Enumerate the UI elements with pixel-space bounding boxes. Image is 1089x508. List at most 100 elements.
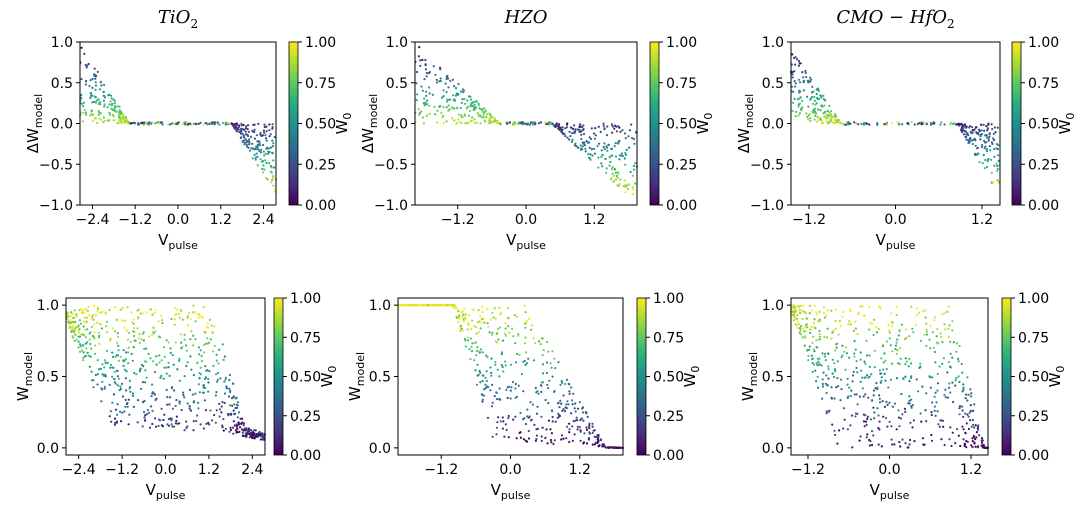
colorbar-tick-label: 1.00 [653, 291, 684, 307]
data-point [849, 310, 852, 313]
data-point [557, 416, 560, 419]
data-point [446, 98, 449, 101]
data-point [143, 411, 146, 414]
data-point [512, 335, 515, 338]
y-tick-label: −1.0 [39, 198, 73, 214]
data-point [432, 65, 435, 68]
data-point [75, 316, 78, 319]
data-point [825, 391, 828, 395]
data-point [802, 304, 805, 308]
data-point [580, 133, 583, 136]
data-point [517, 334, 520, 337]
data-point [964, 135, 968, 139]
data-point [114, 106, 117, 109]
data-point [129, 386, 132, 389]
data-point [805, 323, 808, 326]
data-point [253, 137, 256, 140]
data-point [597, 435, 600, 438]
x-tick-label: −1.2 [424, 462, 458, 478]
data-point [180, 341, 183, 344]
data-point [175, 308, 179, 311]
data-point [118, 109, 121, 112]
axes-frame [65, 297, 266, 456]
data-point [235, 425, 238, 428]
data-point [874, 387, 877, 390]
data-point [487, 325, 490, 328]
data-point [957, 357, 960, 360]
data-point [597, 433, 600, 437]
data-point [111, 401, 114, 404]
data-point [915, 307, 919, 310]
data-point [611, 172, 614, 175]
data-point [150, 405, 153, 408]
data-point [848, 320, 851, 323]
data-point [436, 121, 439, 124]
data-point [174, 122, 177, 126]
data-point [851, 374, 855, 377]
data-point [562, 437, 565, 440]
data-point [82, 325, 85, 328]
data-point [527, 429, 530, 433]
data-point [125, 118, 128, 121]
y-tick-label: 0.0 [51, 117, 73, 133]
data-point [933, 316, 937, 319]
data-point [525, 319, 528, 323]
y-tick-label: 1.0 [369, 298, 391, 314]
data-point [241, 132, 244, 135]
data-point [163, 413, 166, 416]
data-point [536, 390, 539, 393]
data-point [843, 350, 846, 353]
data-point [477, 102, 480, 105]
data-point [121, 119, 124, 122]
data-point [445, 120, 448, 123]
data-point [974, 144, 977, 147]
data-point [817, 118, 821, 121]
data-point [624, 185, 627, 188]
data-point [102, 94, 105, 97]
data-point [147, 123, 150, 126]
data-point [148, 335, 151, 338]
data-point [176, 368, 179, 371]
data-point [95, 75, 98, 78]
data-point [72, 320, 75, 323]
data-point [993, 164, 996, 167]
data-point [996, 169, 999, 172]
data-point [114, 408, 118, 411]
data-point [121, 116, 124, 119]
data-point [185, 349, 188, 352]
data-point [423, 97, 426, 100]
data-point [475, 100, 478, 103]
data-point [81, 349, 84, 352]
y-tick-label: 0.5 [51, 76, 73, 92]
data-point [123, 319, 126, 322]
data-point [427, 72, 430, 75]
data-point [454, 87, 458, 90]
data-point [514, 382, 517, 386]
data-point [963, 442, 966, 445]
data-point [542, 349, 545, 352]
data-point [256, 434, 259, 437]
x-tick-label: 2.4 [241, 462, 263, 478]
data-point [970, 425, 973, 428]
data-point [815, 339, 818, 342]
data-point [916, 122, 920, 126]
data-point [116, 105, 119, 108]
data-point [142, 331, 145, 334]
data-point [560, 380, 563, 383]
data-point [937, 342, 940, 345]
data-point [920, 420, 923, 423]
data-point [962, 428, 965, 431]
data-point [457, 118, 460, 121]
data-point [997, 154, 1000, 157]
data-point [239, 426, 242, 429]
data-point [578, 130, 581, 133]
data-point [917, 390, 920, 393]
data-point [483, 107, 486, 110]
data-point [82, 344, 85, 347]
data-point [488, 121, 491, 124]
data-point [581, 145, 584, 148]
data-point [125, 389, 128, 392]
data-point [626, 184, 629, 187]
data-point [445, 106, 448, 109]
data-point [217, 362, 220, 365]
